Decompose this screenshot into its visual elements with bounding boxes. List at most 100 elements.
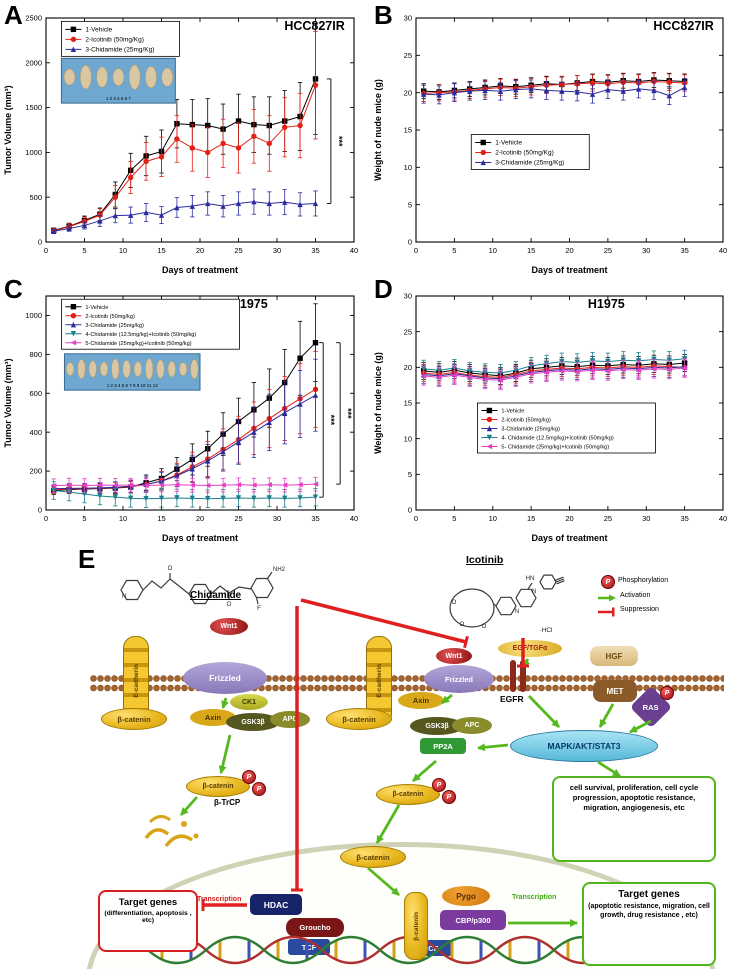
svg-text:15: 15 [527,246,535,255]
svg-text:15: 15 [404,399,412,408]
svg-text:35: 35 [311,246,319,255]
svg-text:20: 20 [196,246,204,255]
svg-text:0: 0 [44,246,48,255]
svg-text:20: 20 [565,514,573,523]
svg-text:1000: 1000 [25,311,42,320]
svg-text:1-Vehicle: 1-Vehicle [85,27,112,34]
svg-text:25: 25 [604,514,612,523]
pygo-node: Pygo [442,886,490,906]
cbp-p300-node: CBP/p300 [440,910,506,930]
apc-node-left: APC [270,711,310,728]
svg-text:40: 40 [350,514,358,523]
svg-text:***: *** [334,136,344,147]
svg-text:200: 200 [29,467,42,476]
chart-weight-hcc827ir: 0 5 10 15 20 25 30 35 40 0 5 10 15 20 25 30 Days of trea… [373,14,727,275]
svg-text:25: 25 [604,246,612,255]
atom-o2: O [227,602,232,608]
atom-n: N [122,594,126,600]
svg-text:30: 30 [642,246,650,255]
svg-text:30: 30 [404,292,412,301]
svg-text:15: 15 [157,514,165,523]
target-genes-right-box: Target genes (apoptotic resistance, migr… [582,882,716,966]
phospho-icon: P [442,790,456,804]
degraded-beta-catenin [144,815,199,848]
svg-text:25: 25 [234,514,242,523]
svg-text:***: *** [326,415,336,426]
dna-helix [148,935,613,965]
panel-b: 0 5 10 15 20 25 30 35 40 0 5 10 15 20 25 30 Days of trea… [370,0,739,278]
apc-node-right: APC [452,717,492,734]
svg-text:5- Chidamide (25mg/kg)+Icotini: 5- Chidamide (25mg/kg)+Icotinib (50mg/kg… [501,445,609,451]
svg-text:15: 15 [527,514,535,523]
beta-catenin-left: β-catenin [101,708,167,730]
svg-text:Days of treatment: Days of treatment [531,265,607,275]
svg-text:0: 0 [408,506,412,515]
svg-text:0: 0 [38,238,42,247]
ras-label: RAS [643,702,659,712]
e-cadherin-label: E-cadherin [132,664,140,698]
svg-text:1-Vehicle: 1-Vehicle [495,140,522,147]
svg-text:1000: 1000 [25,148,42,157]
panel-d: 0 5 10 15 20 25 30 35 40 0 5 10 15 20 25 30 Days of trea… [370,278,739,546]
svg-text:0: 0 [38,506,42,515]
svg-text:1-Vehicle: 1-Vehicle [85,305,108,311]
beta-catenin-center: β-catenin [326,708,392,730]
atom-o3: O [452,600,457,606]
svg-text:Weight of nude mice (g): Weight of nude mice (g) [373,352,383,454]
svg-text:H1975: H1975 [588,297,625,311]
phospho-icon: P [242,770,256,784]
svg-text:25: 25 [404,327,412,336]
svg-text:25: 25 [404,51,412,60]
svg-text:10: 10 [489,246,497,255]
hgf-ligand: HGF [590,646,638,666]
legend-activation-label: Activation [620,592,651,599]
svg-text:2-Icotinib (50mg/kg): 2-Icotinib (50mg/kg) [501,418,551,424]
svg-text:20: 20 [196,514,204,523]
beta-catenin-phospho-left: β-catenin [186,776,250,797]
axin-node-right: Axin [398,692,444,709]
chart-weight-h1975: 0 5 10 15 20 25 30 35 40 0 5 10 15 20 25 30 Days of trea… [373,292,727,543]
atom-o4: O [460,622,465,628]
beta-catenin-nuclear: β-catenin [404,892,428,960]
frizzled-receptor-right: Frizzled [424,665,494,693]
panel-letter-b: B [374,0,393,30]
svg-text:500: 500 [29,193,42,202]
beta-catenin-phospho-center: β-catenin [376,784,440,805]
svg-text:5: 5 [452,514,456,523]
svg-text:0: 0 [414,514,418,523]
panel-letter-a: A [4,0,23,30]
svg-text:2-Icotinib (50mg/Kg): 2-Icotinib (50mg/Kg) [495,150,554,157]
beta-catenin-label: β-catenin [412,911,420,941]
svg-text:H1975: H1975 [231,297,268,311]
transcription-label-right: Transcription [512,894,557,901]
panel-e-pathway: E N O O NH2 F Chidamide Icotinib O [0,546,739,969]
svg-text:40: 40 [719,246,727,255]
svg-text:600: 600 [29,389,42,398]
target-genes-right-title: Target genes [618,889,680,900]
svg-text:40: 40 [719,514,727,523]
atom-n2: N [515,609,519,615]
egf-tgfa-ligand: EGF/TGFα [498,640,562,657]
transcription-label-left: Transcription [197,896,242,903]
cell-survival-box: cell survival, proliferation, cell cycle… [552,776,716,862]
svg-text:20: 20 [565,246,573,255]
svg-text:5: 5 [408,470,412,479]
svg-text:4- Chidamide (12.5mg/kg)+Icoti: 4- Chidamide (12.5mg/kg)+Icotinib (50mg/… [501,436,614,442]
svg-text:1500: 1500 [25,103,42,112]
ras-phospho-icon: P [660,686,674,700]
svg-text:1-Vehicle: 1-Vehicle [501,409,524,415]
svg-text:10: 10 [404,434,412,443]
svg-text:15: 15 [404,126,412,135]
wnt1-ligand-right: Wnt1 [436,648,472,664]
svg-text:HCC827IR: HCC827IR [284,19,344,33]
svg-text:5: 5 [452,246,456,255]
phosphorylation-icon: P [601,575,615,589]
target-genes-right-sub: (apoptotic resistance, migration, cell g… [588,903,710,920]
icotinib-label: Icotinib [466,554,504,566]
phospho-icon: P [432,778,446,792]
svg-text:5: 5 [82,514,86,523]
egfr-label: EGFR [500,694,524,704]
b-trcp-label: β-TrCP [214,798,241,807]
